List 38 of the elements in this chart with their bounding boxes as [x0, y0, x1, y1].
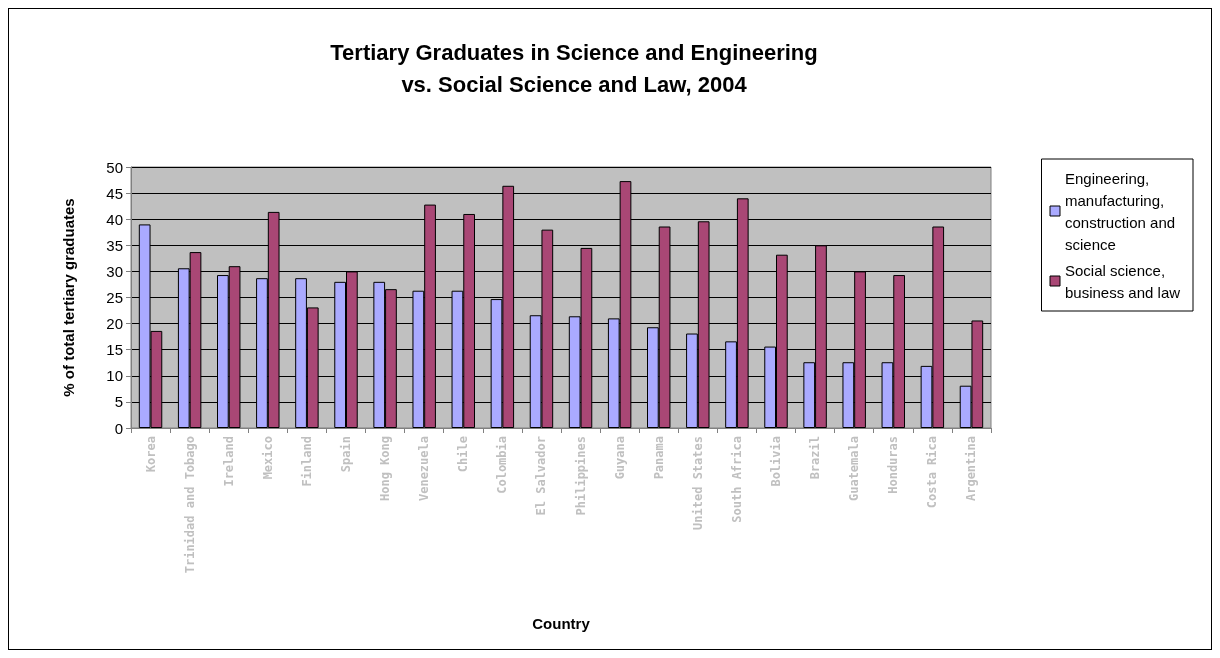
- x-tick-label: Trinidad and Tobago: [182, 436, 197, 574]
- x-tick-label: Spain: [339, 436, 353, 473]
- y-tick-label: 30: [106, 262, 123, 280]
- y-tick-label: 15: [106, 341, 123, 359]
- x-tick-label: Costa Rica: [925, 436, 940, 509]
- x-tick-label: Brazil: [808, 436, 823, 480]
- x-tick-label: South Africa: [729, 436, 744, 523]
- x-tick-label: Guatemala: [847, 436, 862, 502]
- y-tick-label: 40: [106, 210, 123, 228]
- x-axis-title: Country: [532, 615, 591, 632]
- x-tick-label: Guyana: [612, 436, 627, 480]
- x-tick-label: Argentina: [964, 436, 979, 502]
- x-tick-label: Korea: [143, 436, 158, 473]
- y-tick-label: 20: [106, 315, 123, 333]
- x-tick-label: Chile: [456, 436, 471, 473]
- y-tick-label: 25: [106, 289, 123, 306]
- x-tick-label: Philippines: [573, 436, 588, 516]
- y-tick-label: 5: [114, 393, 123, 411]
- x-tick-label: Venezuela: [417, 436, 432, 502]
- y-tick-label: 10: [106, 367, 123, 385]
- x-tick-label: Honduras: [886, 436, 901, 494]
- chart-title: Tertiary Graduates in Science and Engineering vs. Social Science and Law, 2004: [330, 39, 818, 97]
- y-tick-label: 50: [106, 158, 123, 176]
- x-tick-label: Mexico: [260, 436, 275, 480]
- legend-label: Social science, business and law: [1065, 261, 1181, 301]
- x-tick-label: Panama: [651, 436, 666, 480]
- x-tick-label: Bolivia: [769, 436, 783, 487]
- legend-label: Engineering, manufacturing, construction and science: [1065, 169, 1180, 253]
- x-tick-label: United States: [690, 436, 705, 530]
- x-tick-label: El Salvador: [534, 436, 549, 516]
- y-tick-label: 0: [114, 419, 123, 437]
- x-tick-label: Ireland: [221, 436, 236, 487]
- x-tick-label: Finland: [299, 436, 314, 487]
- x-tick-label: Hong Kong: [378, 436, 393, 502]
- y-tick-label: 45: [106, 184, 123, 202]
- y-axis-title: % of total tertiary graduates: [60, 198, 77, 397]
- y-tick-label: 35: [106, 236, 123, 254]
- x-tick-label: Colombia: [495, 436, 510, 494]
